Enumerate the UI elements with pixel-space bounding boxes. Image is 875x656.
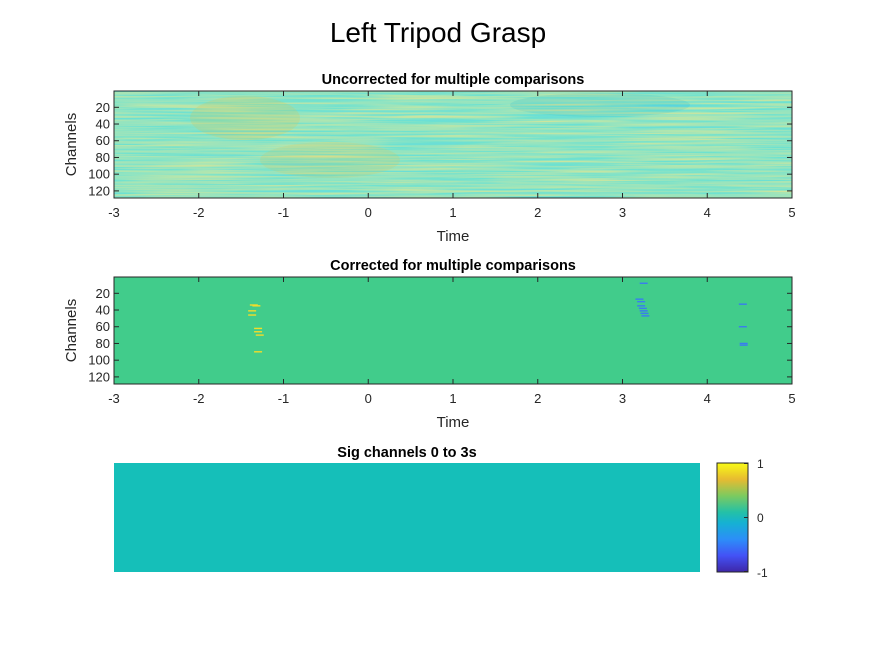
- significant-cell: [254, 351, 263, 353]
- x-tick-label-corrected: 1: [449, 391, 456, 406]
- y-tick-label-corrected: 120: [88, 369, 110, 384]
- significant-cell: [738, 303, 747, 305]
- x-tick-label-uncorrected: -1: [278, 205, 290, 220]
- x-tick-label-corrected: 0: [365, 391, 372, 406]
- y-tick-label-corrected: 40: [96, 303, 110, 318]
- y-tick-label-uncorrected: 80: [96, 150, 110, 165]
- x-tick-label-corrected: 2: [534, 391, 541, 406]
- y-axis-label-uncorrected: Channels: [63, 113, 80, 176]
- significant-cell: [255, 334, 264, 336]
- x-tick-label-corrected: 3: [619, 391, 626, 406]
- significant-cell: [635, 298, 644, 300]
- panel-corrected-title: Corrected for multiple comparisons: [330, 258, 576, 274]
- significant-cell: [638, 307, 647, 310]
- heatmap-sig-channels: [114, 463, 700, 572]
- x-axis-label-uncorrected: Time: [437, 228, 470, 245]
- y-tick-label-uncorrected: 60: [96, 133, 110, 148]
- y-tick-label-corrected: 20: [96, 286, 110, 301]
- y-tick-label-uncorrected: 20: [96, 100, 110, 115]
- figure-title: Left Tripod Grasp: [330, 17, 546, 48]
- significant-cell: [739, 342, 748, 345]
- x-tick-label-uncorrected: 4: [704, 205, 711, 220]
- x-tick-label-corrected: -1: [278, 391, 290, 406]
- colorbar-tick-label: -1: [757, 566, 768, 580]
- x-tick-label-uncorrected: -3: [108, 205, 120, 220]
- significant-cell: [639, 310, 648, 312]
- y-axis-label-corrected: Channels: [63, 299, 80, 362]
- significant-cell: [248, 314, 257, 316]
- significant-cell: [252, 305, 261, 307]
- panel-sig-channels: Sig channels 0 to 3s 1 0 -1: [114, 445, 768, 580]
- colorbar: [717, 463, 748, 572]
- significant-cell: [254, 331, 263, 333]
- heatmap-corrected-background: [114, 277, 792, 384]
- y-tick-label-corrected: 100: [88, 353, 110, 368]
- x-tick-label-corrected: -3: [108, 391, 120, 406]
- significant-cell: [249, 304, 258, 306]
- significant-cell: [641, 315, 650, 317]
- x-axis-label-corrected: Time: [437, 414, 470, 431]
- significant-cell: [637, 300, 646, 303]
- x-tick-label-corrected: 4: [704, 391, 711, 406]
- x-tick-label-uncorrected: 3: [619, 205, 626, 220]
- x-tick-label-uncorrected: -2: [193, 205, 205, 220]
- significant-cell: [637, 305, 646, 307]
- x-tick-label-uncorrected: 5: [788, 205, 795, 220]
- significant-cell: [639, 282, 648, 284]
- colorbar-tick-label: 1: [757, 457, 764, 471]
- panel-corrected: Corrected for multiple comparisons -3 -2-…: [63, 258, 796, 431]
- significant-cell: [248, 310, 257, 312]
- significant-cell: [739, 344, 748, 346]
- heatmap-uncorrected-cool-patch: [510, 93, 690, 117]
- y-tick-label-uncorrected: 120: [88, 183, 110, 198]
- heatmap-uncorrected-warm-patch: [190, 96, 300, 140]
- heatmap-uncorrected-warm-patch: [260, 142, 400, 178]
- significant-cell: [738, 326, 747, 328]
- significant-cells: [248, 282, 748, 353]
- panel-sig-title: Sig channels 0 to 3s: [337, 445, 476, 461]
- x-tick-label-corrected: 5: [788, 391, 795, 406]
- x-tick-label-uncorrected: 1: [449, 205, 456, 220]
- x-tick-label-uncorrected: 2: [534, 205, 541, 220]
- heatmap-uncorrected-image: [114, 91, 792, 198]
- significant-cell: [640, 312, 649, 315]
- y-tick-label-uncorrected: 40: [96, 117, 110, 132]
- panel-uncorrected-title: Uncorrected for multiple comparisons: [322, 72, 585, 88]
- y-tick-label-corrected: 60: [96, 319, 110, 334]
- significant-cell: [254, 327, 263, 330]
- x-axis-uncorrected: -3 -2 -1 0 1 2 3 4 5: [108, 91, 796, 220]
- x-tick-label-corrected: -2: [193, 391, 205, 406]
- colorbar-tick-label: 0: [757, 511, 764, 525]
- x-tick-label-uncorrected: 0: [365, 205, 372, 220]
- y-tick-label-uncorrected: 100: [88, 167, 110, 182]
- y-tick-label-corrected: 80: [96, 336, 110, 351]
- panel-uncorrected: Uncorrected for multiple comparisons -3-…: [63, 72, 796, 245]
- x-axis-corrected: -3 -2 -1 0 1 2 3 4 5: [108, 277, 796, 406]
